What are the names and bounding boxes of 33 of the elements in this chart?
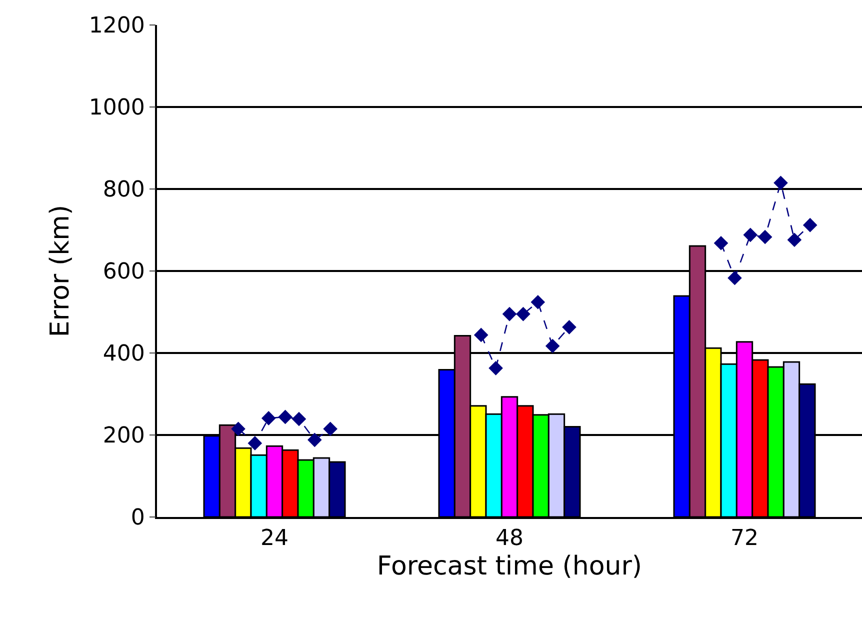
point (323, 422, 338, 436)
y-tick-label: 800 (102, 178, 145, 203)
point (743, 228, 758, 242)
y-tick-label: 400 (102, 342, 145, 367)
x-tick-label: 24 (260, 526, 288, 552)
point (758, 230, 772, 244)
point (530, 295, 546, 310)
point (714, 236, 728, 250)
y-tick-label: 1200 (88, 14, 145, 39)
point (278, 410, 292, 424)
point (562, 320, 576, 334)
point (308, 432, 322, 448)
y-tick-label: 200 (102, 424, 145, 449)
point (516, 306, 530, 322)
point (502, 306, 517, 322)
point (292, 412, 306, 426)
point (802, 218, 818, 232)
y-tick-label: 600 (102, 260, 145, 285)
point (728, 270, 742, 286)
y-tick-label: 0 (130, 506, 145, 531)
point (787, 232, 802, 247)
point (474, 328, 488, 342)
point (231, 422, 246, 436)
point (545, 338, 560, 354)
point (774, 176, 788, 190)
y-tick-label: 1000 (88, 96, 145, 121)
x-axis-title: Forecast time (hour) (376, 551, 642, 582)
x-tick-label: 72 (730, 526, 758, 552)
point (248, 436, 262, 450)
x-tick-label: 48 (496, 526, 524, 552)
point (261, 411, 276, 426)
y-axis-title: Error (km) (46, 204, 76, 338)
point (488, 361, 503, 376)
